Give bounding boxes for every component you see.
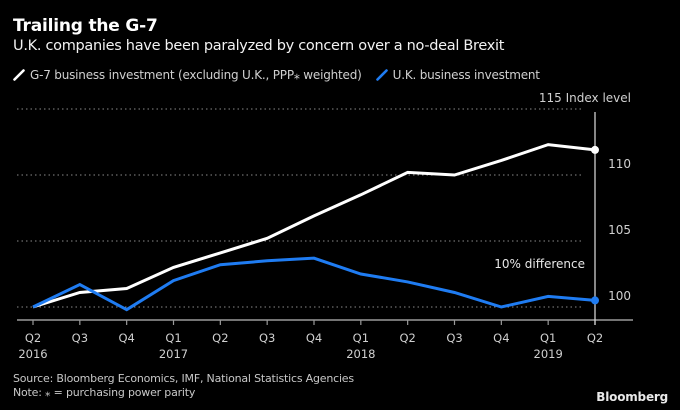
x-tick-label: Q2 (212, 331, 228, 345)
chart-subtitle: U.K. companies have been paralyzed by co… (13, 38, 505, 54)
series-line-uk (32, 256, 596, 312)
x-tick-label: Q3 (446, 331, 462, 345)
x-tick-label: Q1 (353, 331, 369, 345)
footer: Source: Bloomberg Economics, IMF, Nation… (13, 372, 354, 400)
x-tick-label: Q4 (118, 331, 134, 345)
x-tick-label: Q3 (72, 331, 88, 345)
y-tick-label: 115 Index level (539, 91, 631, 105)
x-tick-label: Q3 (259, 331, 275, 345)
x-tick-label: Q2 (25, 331, 41, 345)
end-marker-uk (591, 296, 599, 305)
x-tick-label: Q2 (587, 331, 603, 345)
x-tick-year-label: 2017 (159, 347, 188, 361)
x-tick-label: Q1 (165, 331, 181, 345)
x-tick-label: Q2 (399, 331, 415, 345)
x-tick-label: Q1 (540, 331, 556, 345)
y-tick-label: 105 (608, 223, 631, 237)
slash-line-icon (375, 69, 388, 81)
footnote: Note: ⁎ = purchasing power parity (13, 386, 196, 399)
source-note: Source: Bloomberg Economics, IMF, Nation… (13, 372, 354, 385)
grid-lines (17, 108, 582, 308)
legend-label-uk: U.K. business investment (392, 68, 540, 82)
y-tick-label: 100 (608, 289, 631, 303)
y-axis-labels: 100 105 110 115 Index level (539, 91, 631, 303)
annotation-label: 10% difference (494, 257, 585, 271)
y-tick-label: 110 (608, 157, 631, 171)
slash-line-icon (13, 69, 25, 81)
x-tick-label: Q4 (493, 331, 509, 345)
annotations: 10% difference (494, 257, 585, 271)
x-tick-year-label: 2019 (534, 347, 563, 361)
series-lines (32, 143, 599, 312)
legend: G-7 business investment (excluding U.K.,… (13, 68, 554, 82)
chart-title: Trailing the G-7 (13, 16, 158, 36)
x-tick-year-label: 2018 (346, 347, 375, 361)
x-tick-label: Q4 (306, 331, 322, 345)
legend-item-g7: G-7 business investment (excluding U.K.,… (13, 68, 362, 82)
series-line-g7 (32, 143, 596, 309)
legend-item-uk: U.K. business investment (375, 68, 540, 82)
bloomberg-logo: Bloomberg (596, 390, 668, 404)
x-tick-year-label: 2016 (18, 347, 47, 361)
end-marker-g7 (591, 145, 599, 154)
x-axis: Q2 2016 Q3 Q4 Q1 2017 Q2 Q3 Q4 Q1 2018 Q2 Q3 Q4 Q1 2019… (17, 112, 633, 361)
legend-label-g7: G-7 business investment (excluding U.K.,… (30, 68, 362, 82)
